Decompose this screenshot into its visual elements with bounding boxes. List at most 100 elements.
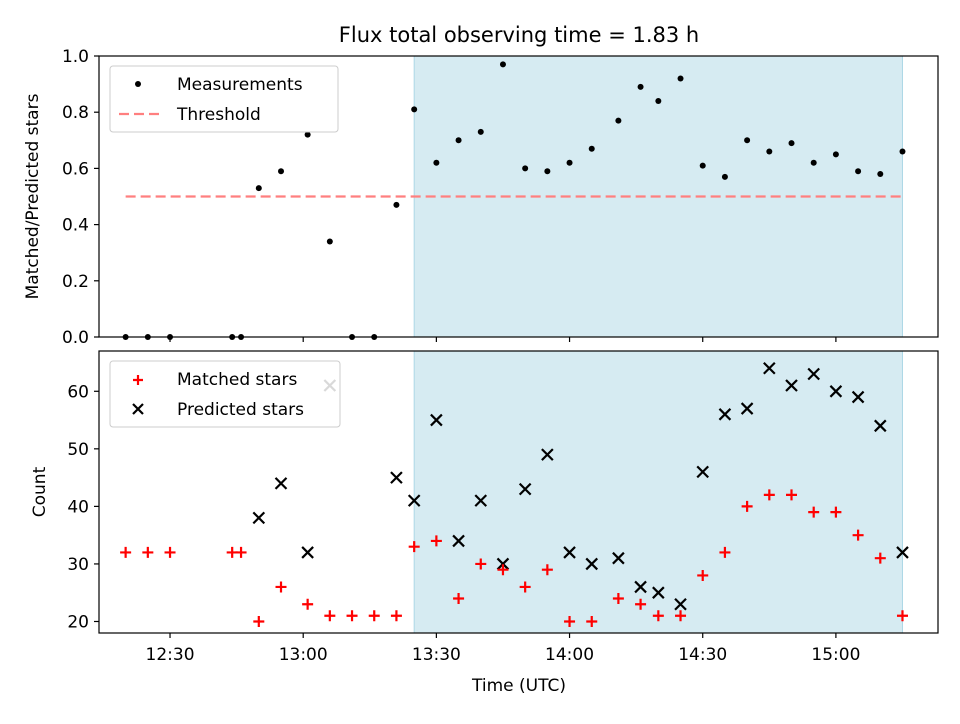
matched-stars-point	[719, 546, 731, 558]
x-tick-label: 13:30	[412, 645, 461, 665]
predicted-stars-point	[541, 448, 554, 461]
matched-stars-point	[120, 546, 132, 558]
matched-stars-point	[635, 598, 647, 610]
matched-stars-point	[519, 581, 531, 593]
matched-stars-point	[697, 569, 709, 581]
predicted-stars-point	[896, 546, 909, 559]
matched-stars-points	[120, 489, 908, 627]
x-tick-label: 15:00	[811, 645, 860, 665]
predicted-stars-point	[390, 471, 403, 484]
predicted-stars-point	[785, 379, 798, 392]
matched-stars-point	[896, 610, 908, 622]
matched-stars-point	[830, 506, 842, 518]
measurement-point	[677, 75, 684, 82]
predicted-stars-point	[718, 408, 732, 421]
matched-stars-point	[475, 558, 487, 570]
predicted-stars-point	[612, 551, 625, 565]
matched-stars-point	[786, 489, 798, 501]
matched-stars-point	[324, 610, 336, 622]
measurement-point	[455, 137, 462, 144]
predicted-stars-point	[634, 580, 647, 594]
matched-stars-point	[675, 610, 687, 622]
x-tick-label: 14:30	[678, 645, 727, 665]
measurement-point	[832, 151, 839, 158]
legend-marker-matched	[133, 375, 143, 385]
measurement-point	[304, 131, 311, 138]
matched-stars-point	[808, 506, 820, 518]
measurement-point	[788, 140, 795, 147]
top-y-tick-label: 0.4	[62, 216, 89, 236]
legend-marker-predicted	[132, 403, 144, 415]
top-y-tick-label: 0.8	[62, 103, 89, 123]
matched-stars-point	[302, 598, 314, 610]
predicted-stars-point	[496, 557, 510, 571]
bottom-y-tick-label: 40	[67, 497, 89, 517]
bottom-y-tick-label: 30	[67, 555, 89, 575]
predicted-stars-point	[407, 494, 421, 507]
bottom-y-axis-label: Count	[30, 466, 50, 517]
predicted-stars-point	[430, 413, 443, 427]
matched-stars-point	[652, 610, 664, 622]
measurement-point	[810, 159, 817, 166]
matched-stars-point	[564, 615, 576, 627]
predicted-stars-point	[652, 586, 665, 599]
legend-marker-measurements	[135, 81, 141, 87]
predicted-stars-point	[452, 534, 465, 548]
measurement-point	[499, 61, 506, 68]
matched-stars-point	[275, 581, 287, 593]
bottom-x-axis-ticks: 12:30 13:00 13:30 14:00 14:30 15:00	[146, 633, 860, 665]
predicted-stars-point	[674, 597, 687, 611]
bottom-y-tick-label: 20	[67, 612, 89, 632]
bottom-y-axis-ticks: 20 30 40 50 60	[67, 382, 99, 632]
measurement-point	[326, 238, 333, 245]
top-y-tick-label: 0.0	[62, 328, 89, 348]
top-y-tick-label: 0.6	[62, 159, 89, 179]
legend-label-threshold: Threshold	[176, 105, 261, 125]
top-panel: Flux total observing time = 1.83 h 0.0 0.…	[23, 23, 939, 348]
observing-span-bottom	[413, 350, 903, 634]
bottom-y-tick-label: 50	[67, 440, 89, 460]
measurement-point	[477, 128, 484, 135]
measurement-point	[899, 148, 906, 155]
predicted-stars-point	[585, 557, 599, 571]
measurement-point	[766, 148, 773, 155]
measurement-point	[721, 173, 728, 180]
top-legend: Measurements Threshold	[109, 65, 339, 133]
measurement-point	[433, 159, 440, 166]
matched-stars-point	[852, 529, 864, 541]
top-y-tick-label: 0.2	[62, 272, 89, 292]
measurement-point	[877, 171, 884, 178]
measurement-point	[744, 137, 751, 144]
predicted-stars-point	[274, 477, 288, 490]
predicted-stars-point	[301, 546, 314, 559]
predicted-stars-point	[807, 367, 820, 381]
matched-stars-point	[235, 546, 247, 558]
matched-stars-point	[164, 546, 176, 558]
predicted-stars-point	[763, 361, 776, 375]
matched-stars-point	[346, 610, 358, 622]
measurement-point	[637, 83, 644, 90]
bottom-plot-frame	[98, 350, 939, 634]
matched-stars-point	[612, 592, 624, 604]
predicted-stars-point	[696, 465, 710, 479]
predicted-stars-point	[740, 402, 754, 415]
matched-stars-point	[497, 564, 509, 576]
matched-stars-point	[586, 615, 598, 627]
measurement-point	[522, 165, 529, 172]
chart-title: Flux total observing time = 1.83 h	[339, 23, 699, 47]
bottom-panel: 20 30 40 50 60 12:30 13:00 13:30 14:00 14:30 15:0…	[30, 350, 939, 696]
top-plot-frame	[98, 55, 939, 338]
x-tick-label: 14:00	[545, 645, 594, 665]
predicted-stars-point	[563, 546, 576, 559]
measurement-point	[544, 168, 551, 175]
matched-stars-point	[390, 610, 402, 622]
predicted-stars-point	[829, 385, 843, 398]
matched-stars-point	[453, 592, 465, 604]
measurement-point	[615, 117, 622, 124]
predicted-stars-point	[252, 511, 266, 525]
top-y-axis-label: Matched/Predicted stars	[23, 93, 43, 299]
x-tick-label: 12:30	[146, 645, 195, 665]
measurement-point	[855, 168, 862, 175]
measurement-point	[255, 185, 262, 192]
